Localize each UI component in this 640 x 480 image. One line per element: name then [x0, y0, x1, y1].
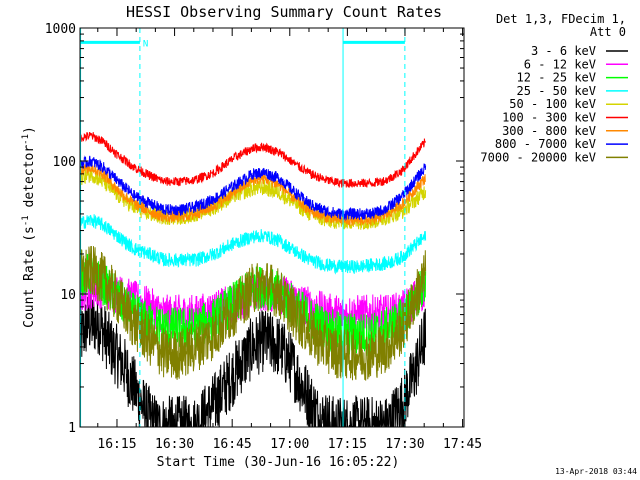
x-tick-label-1: 16:30: [155, 437, 194, 452]
x-axis: 16:15 16:30 16:45 17:00 17:15 17:30 17:45: [97, 28, 482, 452]
series-line-7: [80, 155, 427, 222]
legend-label-6: 300 - 800 keV: [502, 124, 596, 138]
series-line-3: [80, 214, 427, 275]
y-axis-label: Count Rate (s-1 detector-1): [21, 126, 37, 328]
y-axis-label-part-end: ): [22, 126, 37, 134]
legend-header-line-2: Att 0: [590, 25, 626, 39]
x-tick-label-5: 17:30: [385, 437, 424, 452]
legend-label-3: 25 - 50 keV: [517, 84, 596, 98]
y-tick-label-3: 1000: [45, 22, 76, 37]
legend-header-line-1: Det 1,3, FDecim 1,: [496, 12, 626, 26]
legend-label-5: 100 - 300 keV: [502, 111, 596, 125]
night-label: N: [143, 39, 148, 49]
legend-label-4: 50 - 100 keV: [509, 97, 596, 111]
x-tick-label-2: 16:45: [213, 437, 252, 452]
chart-title: HESSI Observing Summary Count Rates: [126, 3, 442, 21]
legend-label-8: 7000 - 20000 keV: [480, 150, 596, 164]
x-tick-label-0: 16:15: [97, 437, 136, 452]
series-line-5: [80, 132, 426, 188]
legend-label-0: 3 - 6 keV: [531, 44, 596, 58]
series-line-8: [80, 245, 427, 381]
series-line-0: [80, 293, 427, 427]
y-tick-label-1: 10: [60, 288, 76, 303]
x-tick-label-6: 17:45: [443, 437, 482, 452]
x-axis-label: Start Time (30-Jun-16 16:05:22): [157, 455, 400, 470]
x-tick-label-4: 17:15: [328, 437, 367, 452]
plot-frame: [79, 27, 465, 428]
legend-label-1: 6 - 12 keV: [524, 57, 596, 71]
legend-label-7: 800 - 7000 keV: [495, 137, 596, 151]
legend-label-2: 12 - 25 keV: [517, 71, 596, 85]
y-tick-label-2: 100: [53, 155, 76, 170]
y-axis-label-part-mid: detector: [22, 145, 37, 216]
timestamp: 13-Apr-2018 03:44: [555, 467, 637, 476]
plot-area: N: [80, 28, 427, 427]
y-axis: 1 10 100 1000: [45, 22, 464, 436]
x-tick-label-3: 17:00: [270, 437, 309, 452]
y-axis-label-part-main: Count Rate (s: [22, 226, 37, 328]
y-axis-label-sup-1: -1: [21, 215, 31, 226]
y-axis-label-sup-2: -1: [21, 134, 31, 145]
y-tick-label-0: 1: [68, 421, 76, 436]
series-line-4: [80, 167, 427, 230]
